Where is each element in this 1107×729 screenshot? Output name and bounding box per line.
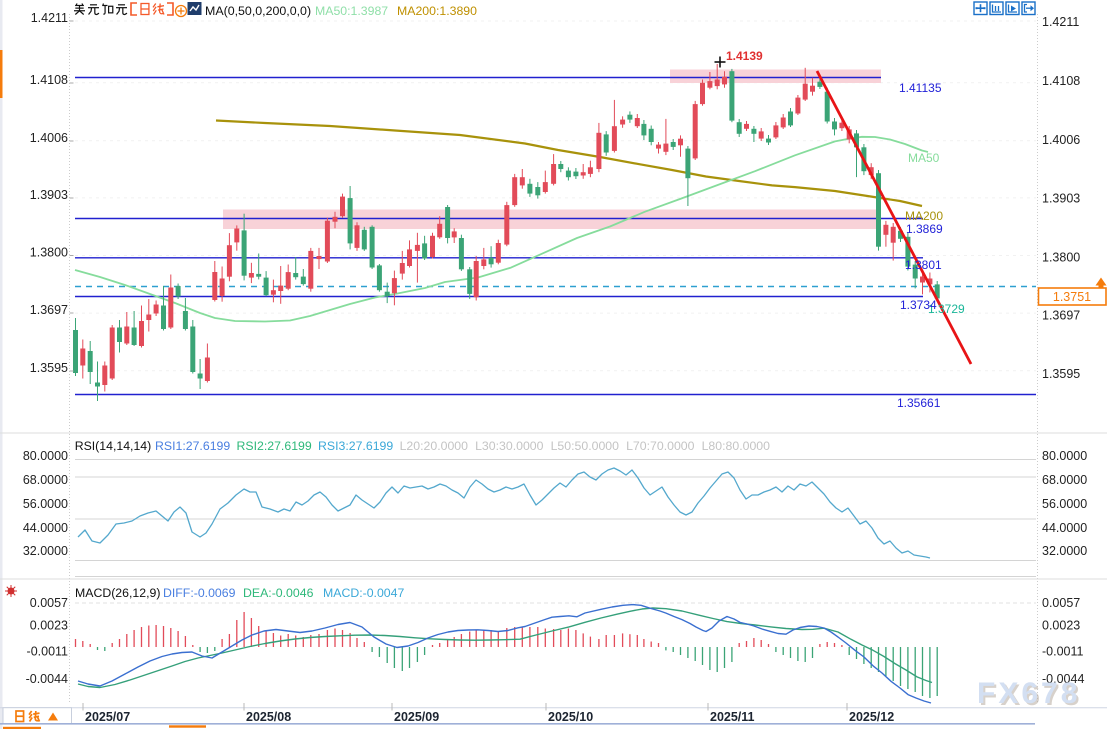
svg-text:1.3697: 1.3697 [1042, 309, 1080, 323]
svg-text:1.41135: 1.41135 [899, 81, 942, 95]
svg-text:MA50: MA50 [908, 151, 940, 165]
svg-text:L30:30.0000: L30:30.0000 [475, 439, 544, 453]
svg-text:1.3751: 1.3751 [1053, 290, 1091, 304]
svg-text:0.0023: 0.0023 [1042, 619, 1080, 633]
svg-text:RSI1:27.6199: RSI1:27.6199 [155, 439, 230, 453]
svg-text:56.0000: 56.0000 [23, 497, 68, 511]
svg-text:MACD(26,12,9): MACD(26,12,9) [75, 586, 160, 600]
svg-text:80.0000: 80.0000 [23, 449, 68, 463]
svg-text:44.0000: 44.0000 [1042, 521, 1087, 535]
svg-text:1.4006: 1.4006 [30, 131, 68, 145]
svg-text:2025/10: 2025/10 [548, 710, 593, 724]
svg-text:2025/08: 2025/08 [246, 710, 291, 724]
svg-text:FX678: FX678 [979, 679, 1082, 712]
svg-text:1.3800: 1.3800 [1042, 251, 1080, 265]
svg-text:1.4211: 1.4211 [31, 11, 68, 25]
svg-text:2025/11: 2025/11 [710, 710, 755, 724]
svg-text:1.35661: 1.35661 [897, 396, 941, 410]
svg-text:0.0057: 0.0057 [1042, 596, 1080, 610]
svg-text:MA200:1.3890: MA200:1.3890 [397, 4, 477, 18]
svg-text:-0.0044: -0.0044 [26, 672, 68, 686]
svg-text:0.0023: 0.0023 [30, 619, 68, 633]
svg-text:-0.0044: -0.0044 [1042, 672, 1084, 686]
svg-text:1.4139: 1.4139 [726, 49, 763, 63]
svg-text:1.3697: 1.3697 [30, 303, 68, 317]
svg-text:1.3734: 1.3734 [900, 298, 937, 312]
svg-text:L70:70.0000: L70:70.0000 [626, 439, 695, 453]
svg-text:2025/07: 2025/07 [85, 710, 130, 724]
svg-text:MA200: MA200 [905, 209, 943, 223]
svg-text:68.0000: 68.0000 [1042, 473, 1087, 487]
svg-text:RSI(14,14,14): RSI(14,14,14) [75, 439, 152, 453]
svg-text:1.3903: 1.3903 [30, 188, 68, 202]
svg-text:-0.0011: -0.0011 [1042, 645, 1084, 659]
svg-text:L50:50.0000: L50:50.0000 [551, 439, 620, 453]
svg-text:-0.0011: -0.0011 [27, 645, 69, 659]
svg-text:1.3800: 1.3800 [30, 246, 68, 260]
svg-text:1.3595: 1.3595 [1042, 367, 1080, 381]
svg-text:1.3801: 1.3801 [905, 258, 942, 272]
svg-text:2025/09: 2025/09 [394, 710, 439, 724]
svg-text:2025/12: 2025/12 [849, 710, 894, 724]
svg-text:1.4006: 1.4006 [1042, 133, 1080, 147]
svg-text:MA50:1.3987: MA50:1.3987 [315, 4, 388, 18]
svg-text:DIFF:-0.0069: DIFF:-0.0069 [163, 586, 236, 600]
svg-text:1.3729: 1.3729 [928, 302, 965, 316]
svg-text:MACD:-0.0047: MACD:-0.0047 [323, 586, 404, 600]
svg-text:MA(0,50,0,200,0,0): MA(0,50,0,200,0,0) [205, 4, 311, 18]
svg-text:44.0000: 44.0000 [23, 521, 68, 535]
svg-text:80.0000: 80.0000 [1042, 449, 1087, 463]
svg-text:L20:20.0000: L20:20.0000 [400, 439, 469, 453]
svg-text:RSI2:27.6199: RSI2:27.6199 [237, 439, 312, 453]
svg-text:1.3869: 1.3869 [906, 222, 943, 236]
svg-text:L80:80.0000: L80:80.0000 [702, 439, 771, 453]
svg-text:56.0000: 56.0000 [1042, 497, 1087, 511]
svg-text:1.4108: 1.4108 [1042, 74, 1080, 88]
svg-text:32.0000: 32.0000 [23, 544, 68, 558]
svg-text:RSI3:27.6199: RSI3:27.6199 [318, 439, 393, 453]
svg-text:DEA:-0.0046: DEA:-0.0046 [243, 586, 314, 600]
svg-text:68.0000: 68.0000 [23, 473, 68, 487]
svg-text:1.3903: 1.3903 [1042, 192, 1080, 206]
svg-text:1.4108: 1.4108 [30, 73, 68, 87]
svg-text:FX678: FX678 [977, 677, 1080, 710]
svg-text:0.0057: 0.0057 [30, 596, 68, 610]
svg-text:1.4211: 1.4211 [1042, 15, 1079, 29]
svg-text:32.0000: 32.0000 [1042, 544, 1087, 558]
svg-text:1.3595: 1.3595 [30, 361, 68, 375]
